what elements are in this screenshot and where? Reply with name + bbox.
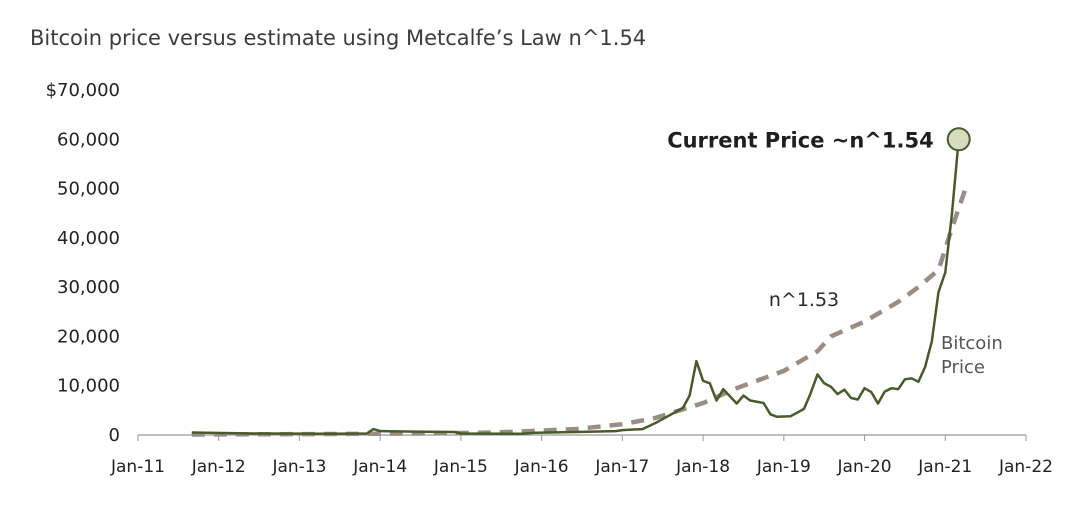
y-tick-label: 50,000 bbox=[57, 179, 120, 200]
x-tick-label: Jan-11 bbox=[110, 457, 165, 477]
annotation-current-price: Current Price ~n^1.54 bbox=[667, 128, 934, 152]
current-price-marker bbox=[946, 127, 971, 152]
x-tick-label: Jan-16 bbox=[514, 457, 569, 477]
x-tick-label: Jan-15 bbox=[433, 457, 488, 477]
y-tick-label: 20,000 bbox=[57, 326, 120, 347]
x-axis-ticks: Jan-11 Jan-12 Jan-13 Jan-14 Jan-15 Jan-16 Jan-… bbox=[110, 435, 1053, 477]
annotation-estimate-label: n^1.53 bbox=[769, 289, 839, 311]
x-tick-label: Jan-14 bbox=[352, 457, 407, 477]
x-tick-label: Jan-21 bbox=[917, 457, 972, 477]
chart-title: Bitcoin price versus estimate using Metc… bbox=[30, 26, 647, 50]
annotation-bitcoin-label: Bitcoin bbox=[941, 333, 1003, 354]
series-line-bitcoin-price bbox=[191, 139, 960, 436]
x-tick-label: Jan-20 bbox=[837, 457, 892, 477]
x-tick-label: Jan-22 bbox=[998, 457, 1053, 477]
x-tick-label: Jan-19 bbox=[756, 457, 811, 477]
x-tick-label: Jan-12 bbox=[191, 457, 246, 477]
y-tick-label: 60,000 bbox=[57, 129, 120, 150]
y-tick-label: $70,000 bbox=[46, 80, 120, 101]
y-axis-ticks: 0 10,000 20,000 30,000 40,000 50,000 60,000 $70… bbox=[46, 80, 120, 446]
y-tick-label: 10,000 bbox=[57, 376, 120, 397]
y-tick-label: 0 bbox=[109, 425, 120, 446]
x-tick-label: Jan-17 bbox=[594, 457, 649, 477]
annotation-price-label: Price bbox=[941, 357, 985, 378]
y-tick-label: 40,000 bbox=[57, 228, 120, 249]
x-tick-label: Jan-13 bbox=[271, 457, 326, 477]
x-tick-label: Jan-18 bbox=[675, 457, 730, 477]
y-tick-label: 30,000 bbox=[57, 277, 120, 298]
